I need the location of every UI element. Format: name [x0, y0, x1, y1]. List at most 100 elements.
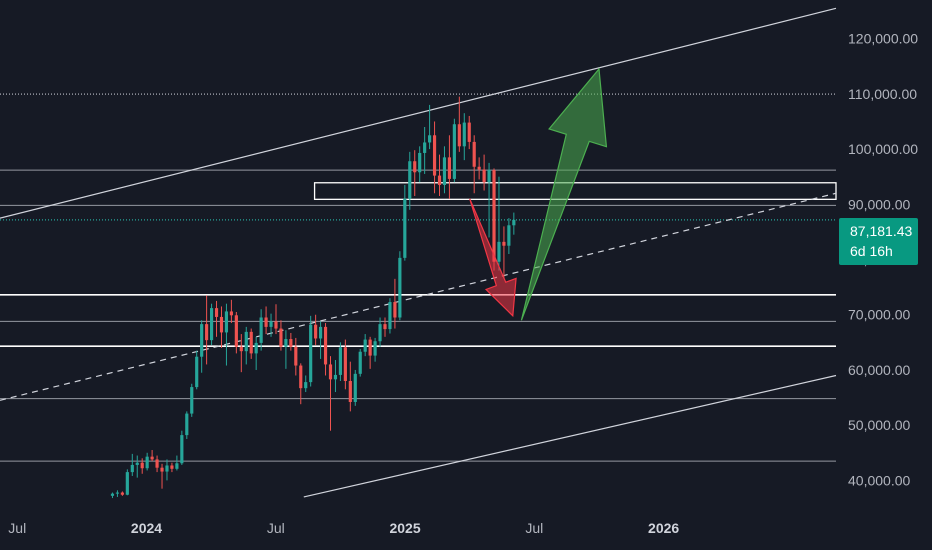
trend-line-upper-channel [0, 7, 837, 219]
candle-body [413, 161, 417, 173]
candle-body [428, 135, 432, 143]
candle-body [353, 373, 357, 402]
candle-body [447, 157, 452, 179]
zones [313, 182, 837, 200]
time-tick-label: 2025 [389, 520, 420, 536]
candle-body [294, 346, 298, 366]
candle-body [254, 342, 258, 354]
candle-body [418, 152, 422, 173]
price-tick-label: 40,000.00 [848, 472, 910, 488]
candle-body [304, 382, 308, 389]
last-price-badge-bg [839, 218, 918, 265]
candle-body [165, 465, 169, 472]
candle-body [502, 241, 506, 246]
candle-body [125, 472, 129, 495]
candle-body [333, 374, 338, 380]
price-tick-label: 90,000.00 [848, 196, 910, 212]
candle-body [205, 324, 209, 341]
candle-body [274, 321, 278, 329]
candle-body [195, 356, 199, 388]
time-tick-label: Jul [8, 520, 26, 536]
candle-body [383, 324, 387, 330]
candle-body [408, 161, 412, 199]
candle-body [209, 308, 214, 341]
candle-body [299, 365, 303, 389]
candle-body [120, 492, 124, 495]
candle-body [437, 175, 442, 185]
candle-body [264, 317, 268, 327]
time-tick-label: 2024 [131, 520, 162, 536]
candle-body [214, 308, 219, 317]
candle-body [373, 341, 377, 356]
candle-body [393, 302, 397, 318]
candle-body [338, 347, 342, 375]
last-price-value: 87,181.43 [850, 223, 912, 239]
green-up-arrow [520, 67, 608, 321]
candle-body [328, 364, 333, 380]
candle-body [403, 198, 407, 258]
price-tick-label: 70,000.00 [848, 307, 910, 323]
time-axis[interactable]: Jul 2024 Jul 2025 Jul 2026 [8, 520, 679, 536]
red-down-arrow [469, 198, 517, 318]
candle-body [110, 493, 115, 496]
price-tick-label: 50,000.00 [848, 417, 910, 433]
candle-body [442, 157, 447, 185]
last-price-badge: 87,181.43 6d 16h [839, 218, 918, 265]
candle-body [279, 328, 283, 347]
candle-body [343, 347, 347, 381]
candle-body [452, 124, 456, 179]
last-price-countdown: 6d 16h [850, 243, 893, 259]
price-tick-label: 60,000.00 [848, 362, 910, 378]
price-tick-label: 110,000.00 [848, 86, 917, 102]
candle-body [145, 456, 149, 469]
candle-body [190, 387, 194, 414]
candle-body [155, 459, 159, 468]
candle-body [348, 381, 352, 402]
candle-body [200, 324, 204, 357]
candle-body [289, 339, 293, 347]
trend-line-mid-trend [0, 192, 837, 401]
candle-body [358, 351, 362, 374]
candle-body [388, 302, 392, 330]
candle-body [115, 492, 120, 494]
candle-body [472, 141, 476, 167]
candle-body [219, 316, 224, 333]
price-tick-label: 100,000.00 [848, 141, 918, 157]
candle-body [378, 324, 382, 342]
candle-body [512, 219, 516, 226]
candle-body [234, 315, 238, 347]
candle-body [314, 324, 318, 339]
candle-body [363, 339, 367, 352]
candle-body [319, 326, 323, 339]
candle-body [462, 122, 466, 147]
candle-body [224, 311, 229, 333]
candle-body [239, 346, 243, 352]
trend-lines [0, 7, 837, 498]
candle-body [249, 331, 253, 354]
candle-body [432, 135, 437, 176]
candle-body [180, 435, 184, 464]
candle-body [497, 241, 501, 262]
candle-body [175, 463, 179, 469]
candle-body [492, 170, 496, 262]
candle-body [140, 462, 144, 469]
forecast-arrows [469, 67, 608, 321]
candle-body [160, 467, 164, 472]
time-tick-label: Jul [525, 520, 543, 536]
candle-body [457, 124, 461, 147]
candle-body [244, 331, 248, 352]
time-tick-label: 2026 [648, 520, 679, 536]
candle-body [423, 142, 427, 153]
candle-body [368, 339, 372, 356]
candle-body [284, 339, 288, 347]
candle-body [170, 465, 174, 469]
candle-body [467, 122, 471, 142]
candle-body [309, 324, 313, 383]
candlesticks [110, 96, 516, 499]
candle-body [487, 170, 491, 183]
resistance-zone [313, 182, 837, 200]
candle-body [185, 413, 189, 436]
candle-body [229, 311, 233, 316]
